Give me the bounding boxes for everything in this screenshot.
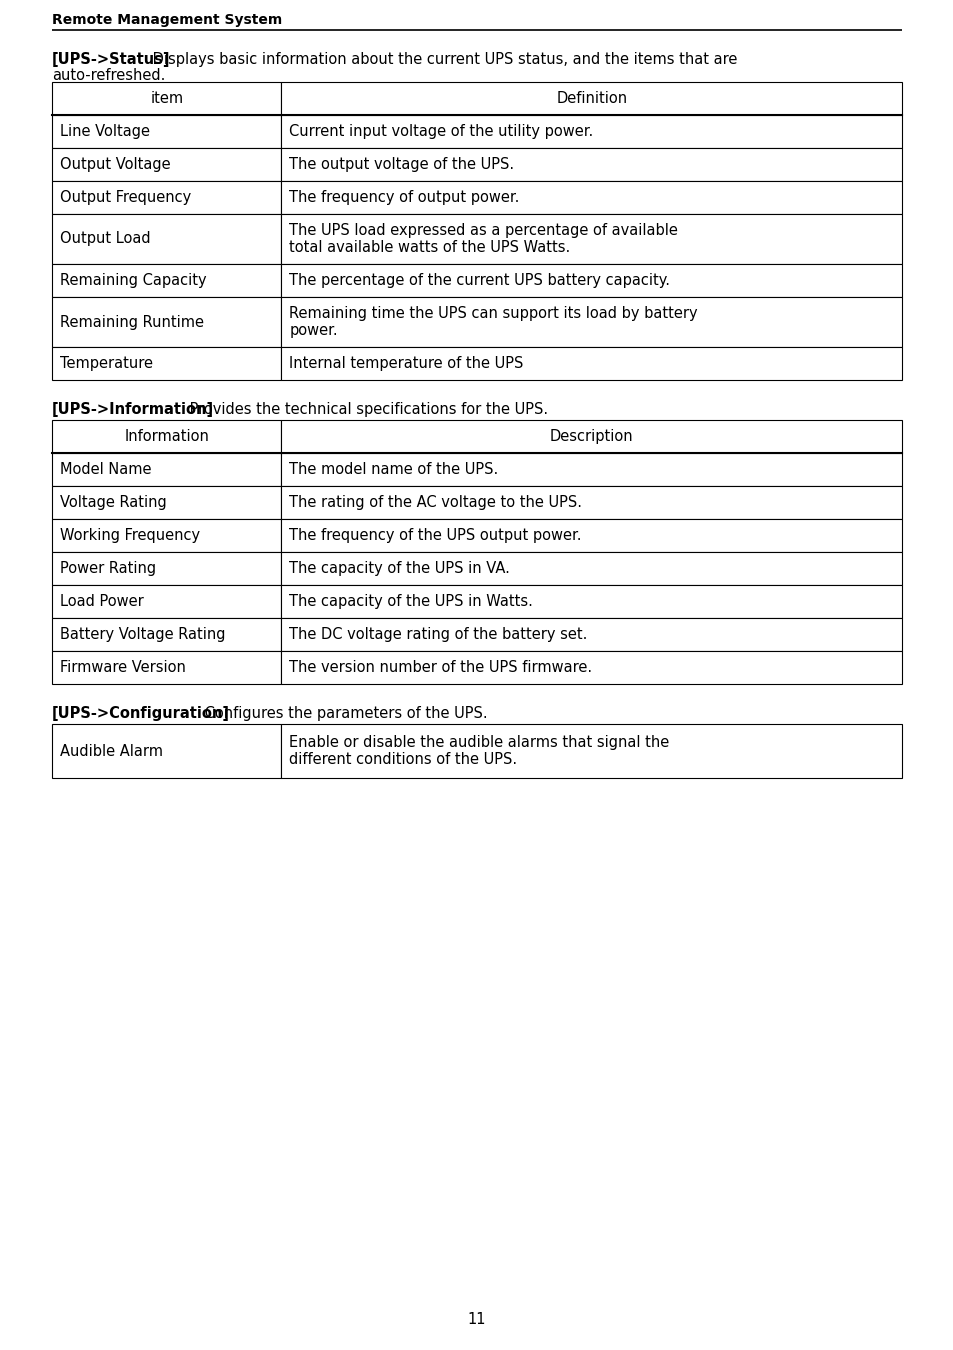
Bar (52, 618, 281, 651)
Text: The DC voltage rating of the battery set.: The DC voltage rating of the battery set… (289, 626, 587, 643)
Text: 11: 11 (467, 1312, 486, 1327)
Text: Model Name: Model Name (60, 462, 152, 477)
Text: auto-refreshed.: auto-refreshed. (52, 68, 165, 82)
Text: Working Frequency: Working Frequency (60, 528, 200, 543)
Text: item: item (150, 90, 183, 107)
Text: Definition: Definition (556, 90, 627, 107)
Text: Output Load: Output Load (60, 231, 151, 247)
Bar (281, 420, 901, 454)
Text: Load Power: Load Power (60, 594, 144, 609)
Text: The rating of the AC voltage to the UPS.: The rating of the AC voltage to the UPS. (289, 495, 582, 510)
Bar (52, 552, 281, 585)
Bar (281, 585, 901, 618)
Text: Current input voltage of the utility power.: Current input voltage of the utility pow… (289, 124, 593, 139)
Text: Output Frequency: Output Frequency (60, 190, 191, 205)
Text: Configures the parameters of the UPS.: Configures the parameters of the UPS. (200, 706, 487, 721)
Bar (281, 454, 901, 486)
Text: different conditions of the UPS.: different conditions of the UPS. (289, 752, 517, 767)
Text: Remaining Capacity: Remaining Capacity (60, 273, 207, 288)
Bar (281, 148, 901, 181)
Bar (52, 454, 281, 486)
Bar (52, 651, 281, 684)
Text: Provides the technical specifications for the UPS.: Provides the technical specifications fo… (185, 402, 548, 417)
Text: Description: Description (549, 429, 633, 444)
Text: Voltage Rating: Voltage Rating (60, 495, 167, 510)
Bar (281, 724, 901, 778)
Bar (281, 618, 901, 651)
Bar (52, 486, 281, 518)
Bar (281, 115, 901, 148)
Bar (52, 518, 281, 552)
Text: Remote Management System: Remote Management System (52, 14, 282, 27)
Text: Battery Voltage Rating: Battery Voltage Rating (60, 626, 225, 643)
Bar (52, 347, 281, 379)
Text: power.: power. (289, 323, 337, 338)
Text: The output voltage of the UPS.: The output voltage of the UPS. (289, 157, 514, 171)
Bar (52, 115, 281, 148)
Bar (52, 181, 281, 215)
Text: Information: Information (124, 429, 209, 444)
Text: Firmware Version: Firmware Version (60, 660, 186, 675)
Bar (281, 181, 901, 215)
Bar (281, 486, 901, 518)
Bar (52, 420, 281, 454)
Text: The frequency of the UPS output power.: The frequency of the UPS output power. (289, 528, 581, 543)
Text: The frequency of output power.: The frequency of output power. (289, 190, 519, 205)
Text: The version number of the UPS firmware.: The version number of the UPS firmware. (289, 660, 592, 675)
Bar (281, 265, 901, 297)
Text: [UPS->Configuration]: [UPS->Configuration] (52, 706, 230, 721)
Text: [UPS->Information]: [UPS->Information] (52, 402, 213, 417)
Bar (281, 347, 901, 379)
Bar (52, 585, 281, 618)
Text: The model name of the UPS.: The model name of the UPS. (289, 462, 498, 477)
Text: Displays basic information about the current UPS status, and the items that are: Displays basic information about the cur… (148, 53, 737, 68)
Text: Temperature: Temperature (60, 356, 152, 371)
Text: Line Voltage: Line Voltage (60, 124, 150, 139)
Bar (281, 518, 901, 552)
Text: Enable or disable the audible alarms that signal the: Enable or disable the audible alarms tha… (289, 734, 669, 751)
Text: Audible Alarm: Audible Alarm (60, 744, 163, 759)
Text: The percentage of the current UPS battery capacity.: The percentage of the current UPS batter… (289, 273, 670, 288)
Bar (281, 552, 901, 585)
Bar (281, 82, 901, 115)
Text: Power Rating: Power Rating (60, 562, 156, 576)
Bar (52, 724, 281, 778)
Text: [UPS->Status]: [UPS->Status] (52, 53, 171, 68)
Text: Remaining time the UPS can support its load by battery: Remaining time the UPS can support its l… (289, 306, 698, 321)
Bar (52, 297, 281, 347)
Bar (281, 297, 901, 347)
Bar (52, 265, 281, 297)
Text: The capacity of the UPS in VA.: The capacity of the UPS in VA. (289, 562, 510, 576)
Text: total available watts of the UPS Watts.: total available watts of the UPS Watts. (289, 240, 570, 255)
Text: Internal temperature of the UPS: Internal temperature of the UPS (289, 356, 523, 371)
Bar (52, 215, 281, 265)
Text: The capacity of the UPS in Watts.: The capacity of the UPS in Watts. (289, 594, 533, 609)
Bar (281, 215, 901, 265)
Bar (281, 651, 901, 684)
Text: Remaining Runtime: Remaining Runtime (60, 315, 204, 329)
Text: The UPS load expressed as a percentage of available: The UPS load expressed as a percentage o… (289, 223, 678, 238)
Bar (52, 148, 281, 181)
Bar (52, 82, 281, 115)
Text: Output Voltage: Output Voltage (60, 157, 171, 171)
